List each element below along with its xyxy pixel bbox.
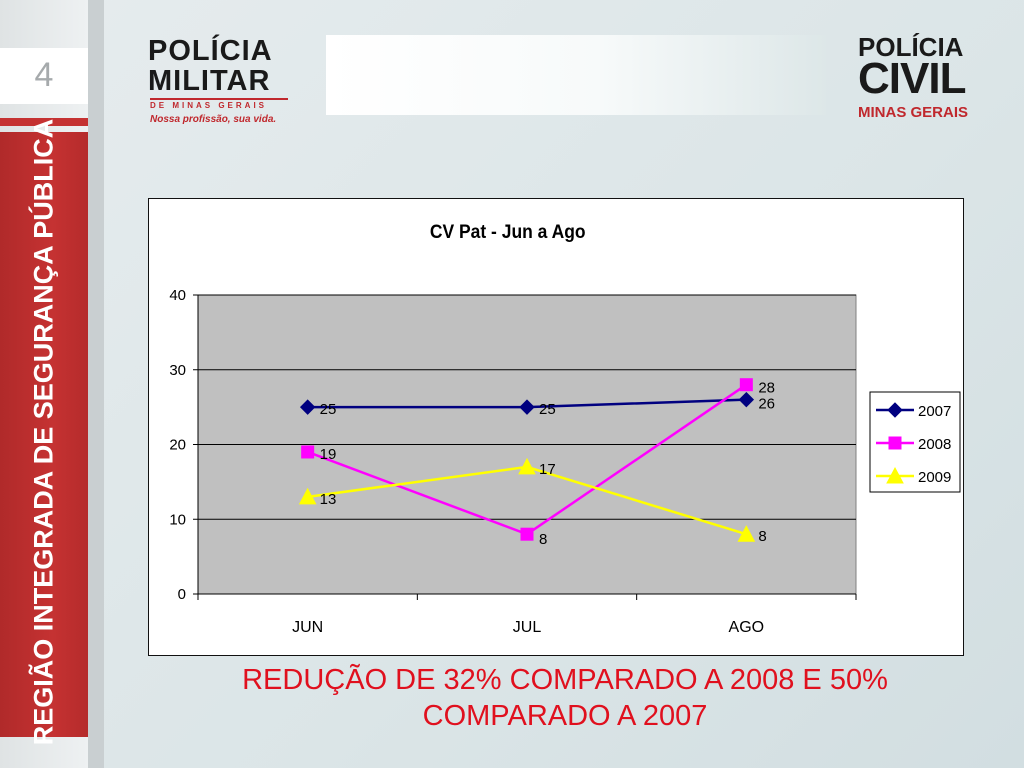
data-label: 17 bbox=[539, 461, 556, 478]
y-tick-label: 10 bbox=[169, 511, 186, 528]
data-label: 13 bbox=[320, 491, 337, 508]
data-point-2009 bbox=[298, 487, 317, 505]
pm-logo-line1: POLÍCIA bbox=[148, 35, 273, 67]
data-label: 28 bbox=[758, 380, 775, 397]
sidebar-red-band bbox=[0, 132, 88, 737]
pc-logo-line2: CIVIL bbox=[858, 54, 966, 103]
sidebar-red-stripe bbox=[0, 118, 88, 126]
data-point-2007 bbox=[519, 399, 535, 415]
sidebar-vertical-text: REGIÃO INTEGRADA DE SEGURANÇA PÚBLICA bbox=[28, 118, 59, 746]
data-label: 8 bbox=[758, 528, 766, 545]
data-label: 8 bbox=[539, 531, 547, 548]
header-banner bbox=[326, 35, 826, 115]
legend-label: 2007 bbox=[918, 403, 951, 420]
x-tick-label: JUL bbox=[513, 619, 542, 636]
y-tick-label: 0 bbox=[178, 586, 186, 603]
data-point-2008 bbox=[301, 445, 315, 459]
legend-marker-2007 bbox=[887, 402, 903, 418]
policia-civil-logo: POLÍCIA CIVIL MINAS GERAIS bbox=[858, 32, 988, 128]
legend-label: 2008 bbox=[918, 436, 951, 453]
chart-title: CV Pat - Jun a Ago bbox=[430, 220, 586, 242]
policia-militar-logo: POLÍCIA MILITAR DE MINAS GERAIS Nossa pr… bbox=[148, 36, 298, 126]
caption-line1: REDUÇÃO DE 32% COMPARADO A 2008 E 50% bbox=[242, 664, 888, 696]
caption-line2: COMPARADO A 2007 bbox=[422, 700, 708, 732]
pm-logo-line3: DE MINAS GERAIS bbox=[150, 101, 268, 110]
data-point-2009 bbox=[737, 525, 756, 542]
pm-logo-rule bbox=[150, 98, 288, 100]
pc-logo-line1: POLÍCIA bbox=[858, 32, 964, 62]
x-tick-label: AGO bbox=[729, 619, 765, 636]
legend-marker-2008 bbox=[888, 436, 902, 450]
y-tick-label: 20 bbox=[169, 437, 186, 454]
data-point-2008 bbox=[520, 527, 534, 541]
line-chart: CV Pat - Jun a Ago 0 10 20 30 40 JUN JUL AGO 25 2… bbox=[169, 220, 961, 636]
data-label: 25 bbox=[539, 401, 556, 418]
data-label: 25 bbox=[320, 401, 337, 418]
page-number-box bbox=[0, 48, 88, 104]
data-label: 26 bbox=[758, 396, 775, 413]
data-label: 19 bbox=[320, 446, 337, 463]
pc-logo-line3: MINAS GERAIS bbox=[858, 104, 969, 121]
pm-logo-tagline: Nossa profissão, sua vida. bbox=[150, 114, 277, 125]
legend-label: 2009 bbox=[918, 469, 951, 486]
y-tick-label: 30 bbox=[169, 362, 186, 379]
data-point-2007 bbox=[738, 391, 755, 408]
page-number: 4 bbox=[34, 56, 54, 94]
data-point-2009 bbox=[518, 457, 536, 475]
data-point-2008 bbox=[739, 378, 753, 392]
caption: REDUÇÃO DE 32% COMPARADO A 2008 E 50% CO… bbox=[150, 662, 980, 734]
data-point-2007 bbox=[299, 399, 316, 415]
y-tick-label: 40 bbox=[169, 287, 186, 304]
pm-logo-line2: MILITAR bbox=[148, 65, 271, 97]
x-tick-label: JUN bbox=[292, 619, 323, 636]
legend-marker-2009 bbox=[886, 466, 904, 484]
